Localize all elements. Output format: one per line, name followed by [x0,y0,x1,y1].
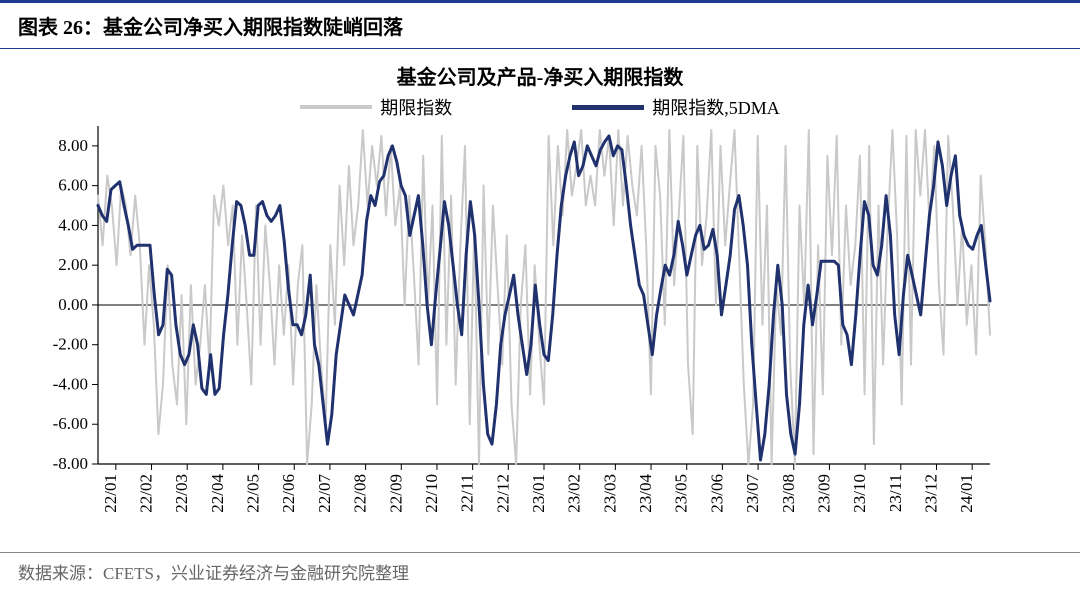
footer-label: 数据来源：CFETS，兴业证券经济与金融研究院整理 [18,564,409,583]
svg-text:-2.00: -2.00 [53,335,88,354]
svg-text:23/11: 23/11 [886,474,905,512]
legend: 期限指数 期限指数,5DMA [30,94,1050,120]
svg-text:22/09: 22/09 [386,474,405,513]
svg-text:-8.00: -8.00 [53,454,88,473]
svg-text:8.00: 8.00 [58,136,88,155]
svg-text:23/04: 23/04 [636,474,655,513]
svg-text:23/06: 23/06 [707,474,726,513]
svg-text:22/11: 22/11 [458,474,477,512]
legend-label-5dma: 期限指数,5DMA [652,94,780,120]
svg-text:22/12: 22/12 [493,474,512,513]
legend-item-5dma: 期限指数,5DMA [572,94,780,120]
svg-text:22/01: 22/01 [101,474,120,513]
svg-text:22/06: 22/06 [279,474,298,513]
svg-text:0.00: 0.00 [58,295,88,314]
figure-header: 图表 26：基金公司净买入期限指数陡峭回落 [0,0,1080,49]
svg-text:23/08: 23/08 [779,474,798,513]
svg-text:22/08: 22/08 [351,474,370,513]
svg-text:23/01: 23/01 [529,474,548,513]
svg-text:2.00: 2.00 [58,255,88,274]
svg-text:23/09: 23/09 [814,474,833,513]
svg-text:-4.00: -4.00 [53,374,88,393]
svg-text:22/05: 22/05 [244,474,263,513]
chart-title: 基金公司及产品-净买入期限指数 [30,61,1050,90]
svg-text:23/07: 23/07 [743,474,762,513]
svg-text:23/02: 23/02 [565,474,584,513]
svg-text:23/05: 23/05 [672,474,691,513]
legend-swatch-raw [300,105,372,109]
svg-text:22/02: 22/02 [137,474,156,513]
svg-text:22/04: 22/04 [208,474,227,513]
legend-item-raw: 期限指数 [300,94,452,120]
svg-text:4.00: 4.00 [58,215,88,234]
svg-text:22/07: 22/07 [315,474,334,513]
legend-swatch-5dma [572,105,644,110]
line-chart: -8.00 -6.00 -4.00 -2.00 0.00 2.00 4.00 6.00 8.00… [30,122,1010,552]
svg-text:6.00: 6.00 [58,176,88,195]
svg-text:-6.00: -6.00 [53,414,88,433]
chart-area: 基金公司及产品-净买入期限指数 期限指数 期限指数,5DMA -8.00 -6.0… [0,49,1080,552]
footer-note: 数据来源：CFETS，兴业证券经济与金融研究院整理 [0,552,1080,584]
svg-text:24/01: 24/01 [957,474,976,513]
svg-text:22/03: 22/03 [172,474,191,513]
svg-text:23/10: 23/10 [850,474,869,513]
svg-text:23/03: 23/03 [600,474,619,513]
svg-text:22/10: 22/10 [422,474,441,513]
figure-header-label: 图表 26：基金公司净买入期限指数陡峭回落 [18,17,403,39]
legend-label-raw: 期限指数 [380,94,452,120]
svg-text:23/12: 23/12 [921,474,940,513]
